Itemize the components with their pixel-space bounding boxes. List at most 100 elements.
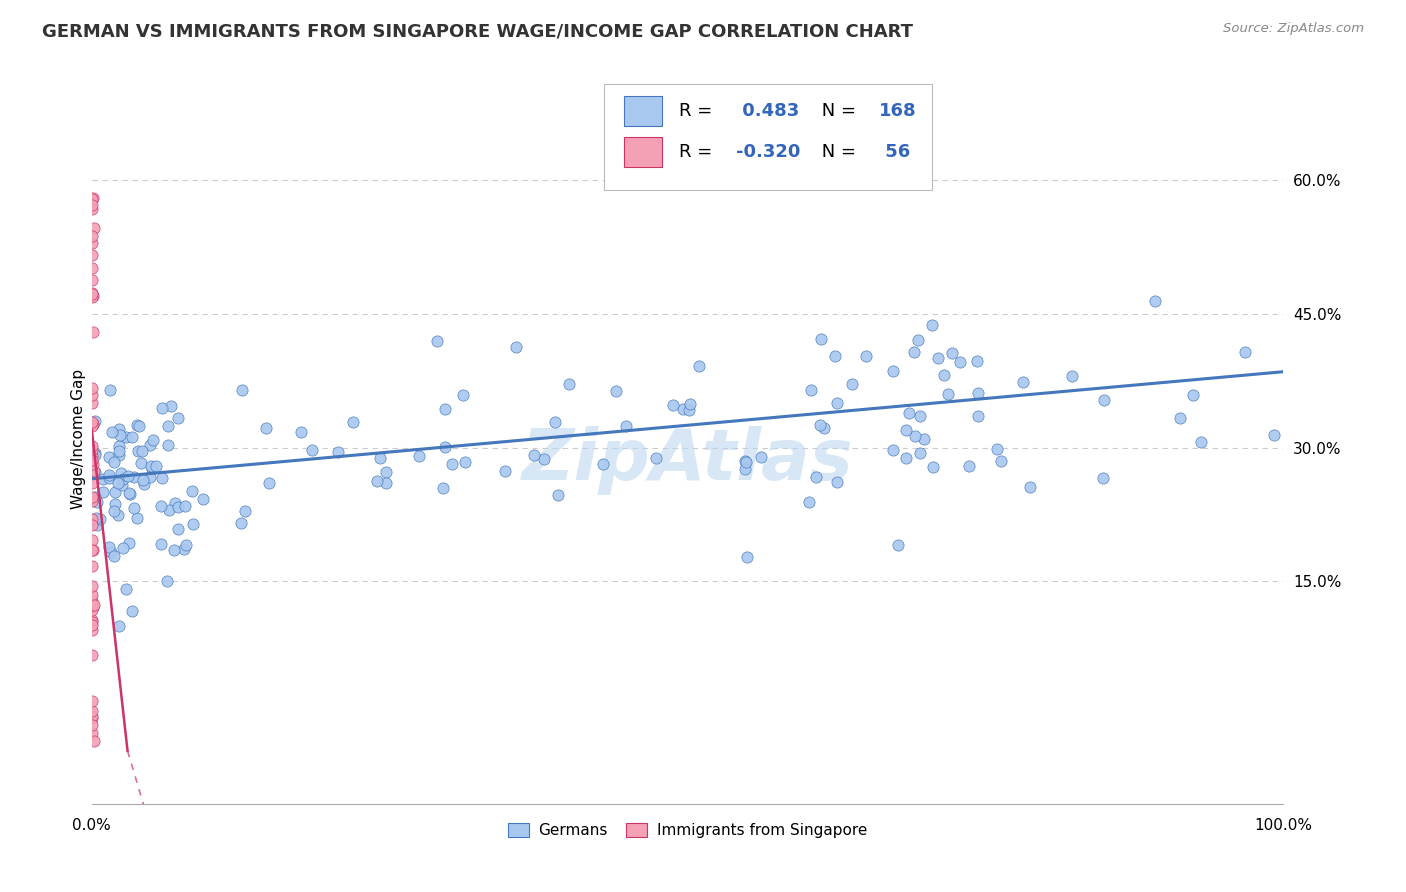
Point bbox=[183, 517, 205, 532]
Point bbox=[82, 442, 104, 457]
Point bbox=[107, 439, 129, 453]
Point bbox=[80, 286, 103, 301]
Point bbox=[1094, 392, 1116, 407]
Point bbox=[882, 364, 904, 378]
Point bbox=[494, 464, 516, 478]
Point bbox=[82, 475, 104, 490]
Point bbox=[229, 516, 252, 531]
Point bbox=[257, 476, 280, 491]
Point bbox=[193, 491, 215, 506]
Text: ZipAtlas: ZipAtlas bbox=[522, 426, 853, 495]
Point bbox=[84, 446, 107, 460]
Text: 168: 168 bbox=[879, 102, 917, 120]
Point bbox=[80, 494, 103, 508]
Point bbox=[434, 402, 457, 417]
Point bbox=[605, 384, 627, 399]
Point bbox=[679, 397, 702, 411]
Point bbox=[799, 383, 821, 397]
Text: N =: N = bbox=[815, 102, 862, 120]
Point bbox=[644, 451, 666, 466]
Point bbox=[80, 381, 103, 395]
Point bbox=[678, 402, 700, 417]
Point bbox=[441, 458, 464, 472]
Point bbox=[558, 376, 581, 391]
Point bbox=[751, 450, 773, 464]
Point bbox=[986, 442, 1008, 456]
Point bbox=[80, 543, 103, 558]
Point bbox=[1189, 435, 1212, 450]
Point bbox=[173, 541, 195, 556]
Point bbox=[127, 443, 149, 458]
Point bbox=[139, 438, 162, 452]
Point bbox=[80, 726, 103, 740]
Point bbox=[108, 443, 131, 458]
Point bbox=[125, 511, 148, 525]
Point bbox=[80, 419, 103, 434]
Point bbox=[80, 693, 103, 707]
Point bbox=[894, 423, 917, 437]
Point bbox=[82, 192, 104, 206]
Point bbox=[121, 429, 143, 443]
Point bbox=[111, 541, 134, 555]
Point bbox=[82, 543, 104, 558]
Point bbox=[894, 450, 917, 465]
Point bbox=[103, 549, 125, 563]
Bar bbox=[624, 95, 662, 127]
Point bbox=[115, 430, 138, 444]
Point bbox=[117, 469, 139, 483]
Point bbox=[233, 504, 256, 518]
Point bbox=[80, 387, 103, 401]
Text: 56: 56 bbox=[879, 143, 910, 161]
Point bbox=[907, 333, 929, 347]
Point bbox=[122, 500, 145, 515]
Point bbox=[734, 461, 756, 475]
Point bbox=[80, 260, 103, 275]
Point bbox=[592, 457, 614, 471]
Point bbox=[80, 711, 103, 725]
Point bbox=[139, 470, 162, 484]
Point bbox=[150, 401, 173, 416]
Point bbox=[734, 454, 756, 468]
Point bbox=[132, 477, 155, 491]
Point bbox=[80, 533, 103, 547]
Point bbox=[82, 458, 104, 472]
Point bbox=[82, 613, 104, 627]
Point bbox=[107, 475, 129, 490]
Point bbox=[167, 500, 190, 515]
Point bbox=[547, 488, 569, 502]
Point bbox=[825, 475, 848, 489]
Point bbox=[80, 593, 103, 607]
Point bbox=[80, 439, 103, 453]
Point bbox=[454, 455, 477, 469]
Point bbox=[108, 422, 131, 436]
Point bbox=[173, 499, 195, 513]
Point bbox=[80, 415, 103, 429]
Point bbox=[533, 452, 555, 467]
Point bbox=[86, 495, 108, 509]
Point bbox=[84, 490, 107, 504]
Text: -0.320: -0.320 bbox=[737, 143, 800, 161]
Point bbox=[131, 443, 153, 458]
Point bbox=[1143, 294, 1166, 309]
Point bbox=[128, 418, 150, 433]
Point bbox=[83, 734, 105, 748]
Point bbox=[101, 425, 124, 440]
Text: GERMAN VS IMMIGRANTS FROM SINGAPORE WAGE/INCOME GAP CORRELATION CHART: GERMAN VS IMMIGRANTS FROM SINGAPORE WAGE… bbox=[42, 22, 912, 40]
Point bbox=[83, 448, 105, 462]
Point bbox=[80, 490, 103, 504]
Point bbox=[231, 383, 253, 397]
Point bbox=[80, 623, 103, 637]
Point bbox=[142, 433, 165, 447]
Point bbox=[432, 481, 454, 495]
Point bbox=[672, 401, 695, 416]
Point bbox=[806, 470, 828, 484]
Point bbox=[82, 603, 104, 617]
Point bbox=[83, 220, 105, 235]
Point bbox=[80, 709, 103, 723]
Point bbox=[841, 377, 863, 392]
Point bbox=[949, 355, 972, 369]
Point bbox=[121, 604, 143, 618]
Point bbox=[912, 433, 935, 447]
Point bbox=[910, 409, 932, 423]
Point bbox=[91, 472, 114, 486]
